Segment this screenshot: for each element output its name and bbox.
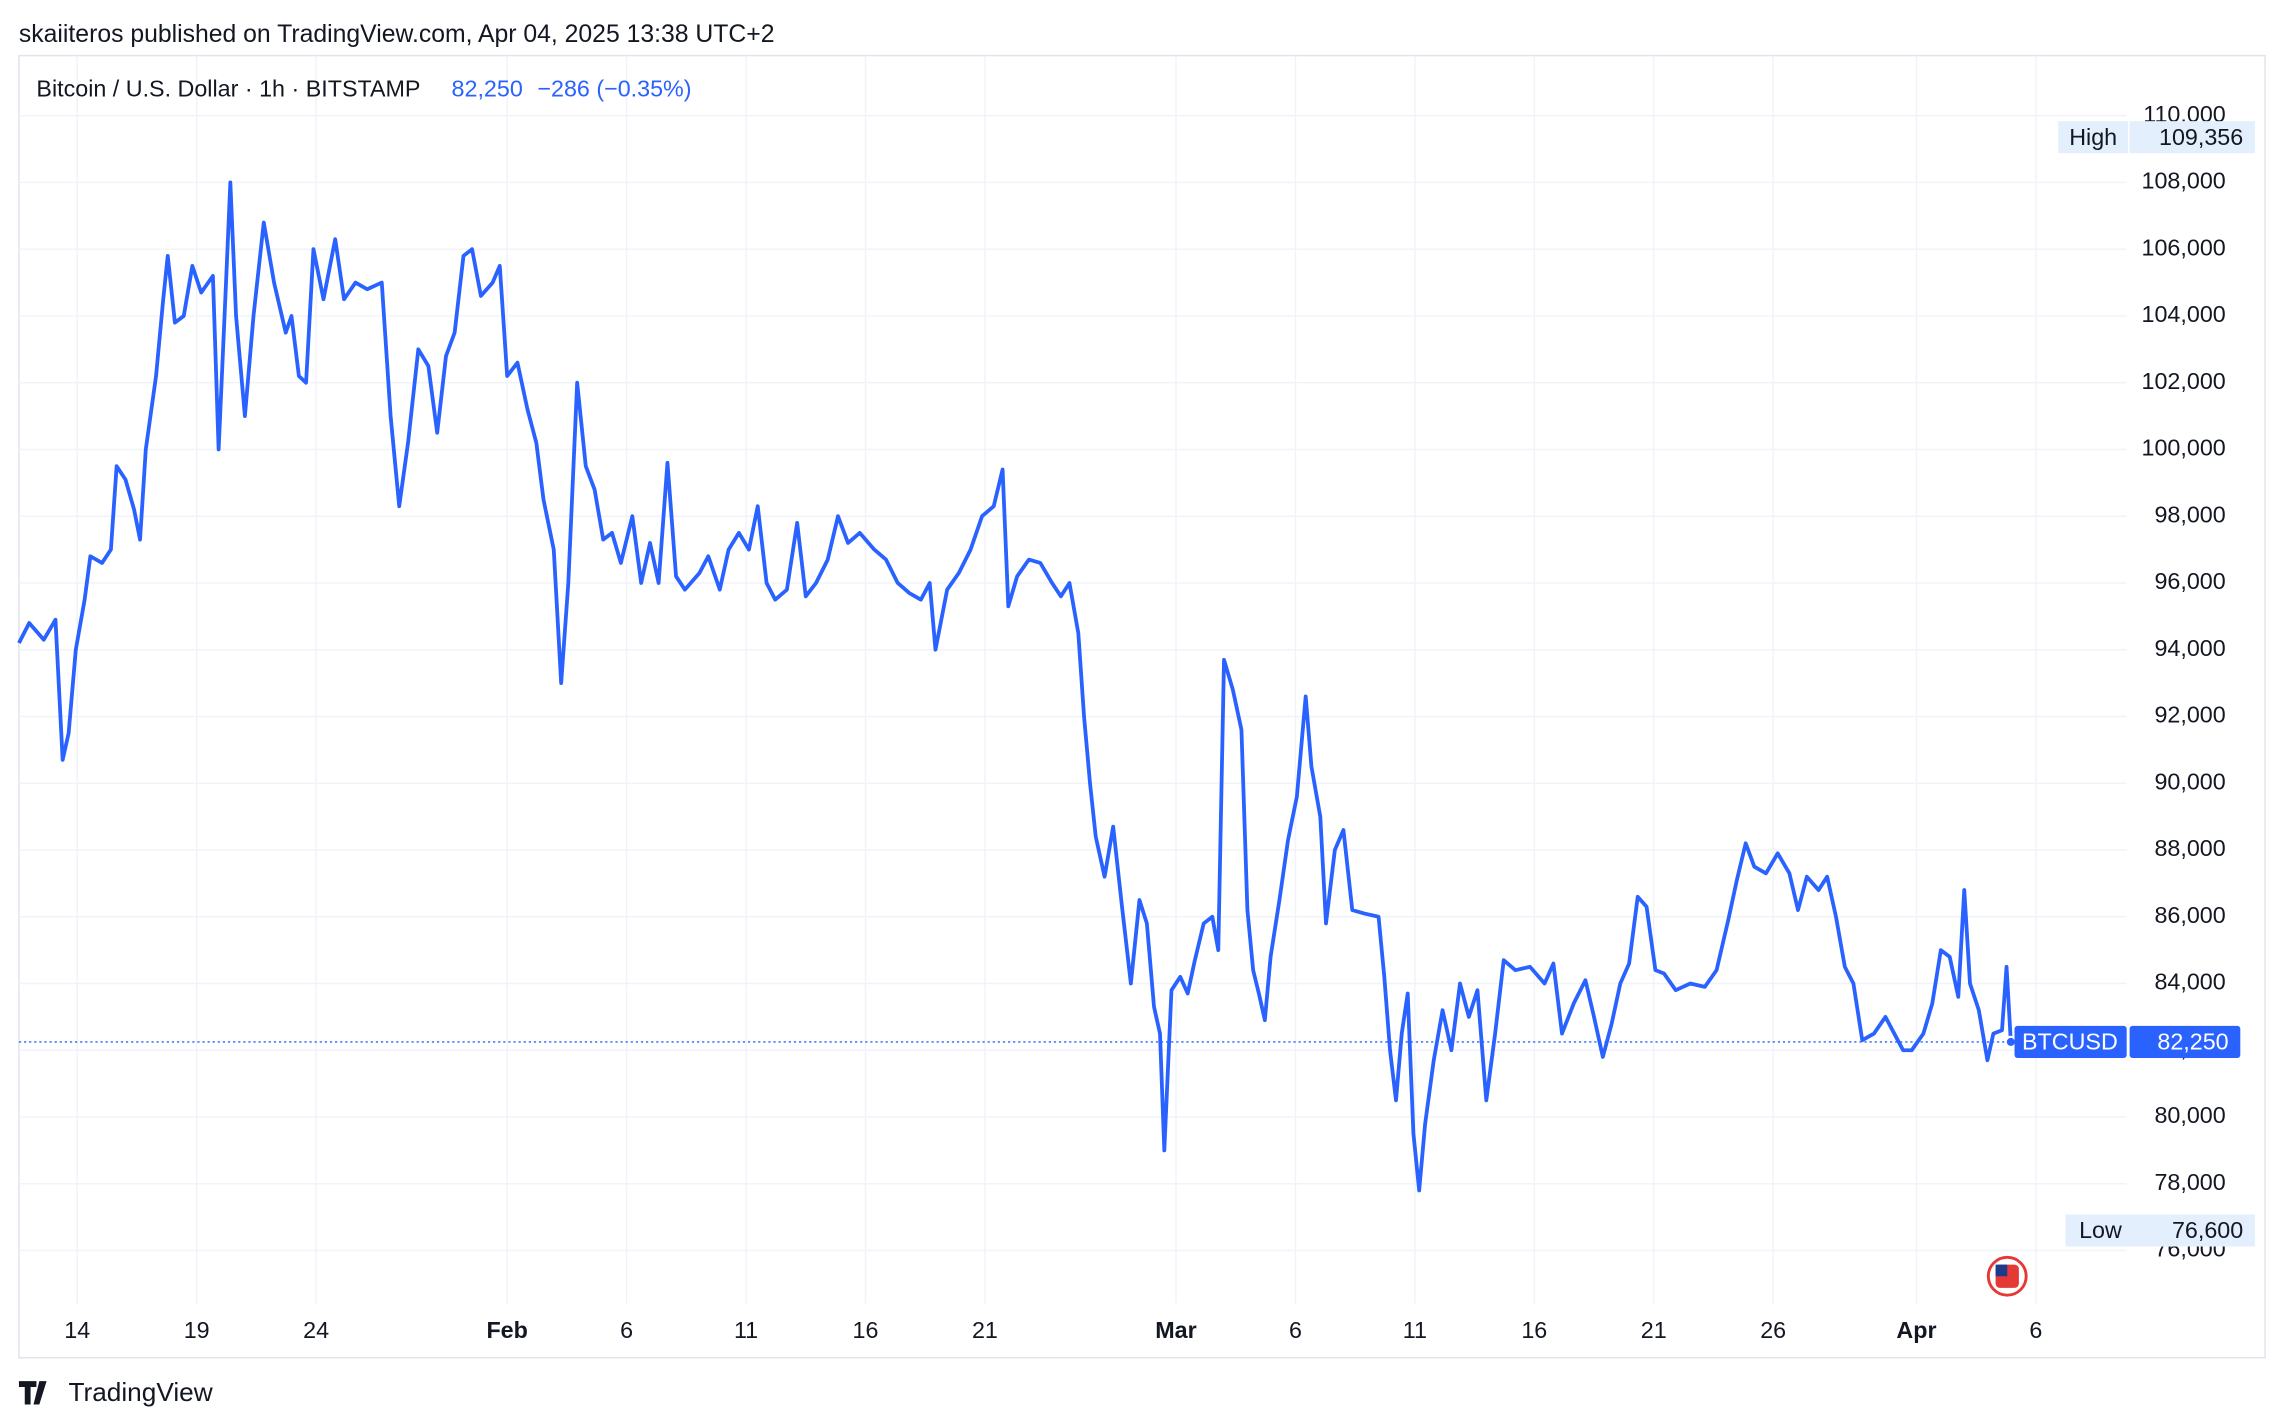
x-tick-label: 16 xyxy=(853,1317,879,1343)
y-tick-label: 92,000 xyxy=(2154,702,2225,728)
chart-title: Bitcoin / U.S. Dollar · 1h · BITSTAMP xyxy=(36,76,420,102)
symbol-tag-text: BTCUSD xyxy=(2022,1029,2118,1055)
x-tick-label: 6 xyxy=(1289,1317,1302,1343)
y-tick-label: 100,000 xyxy=(2142,435,2226,461)
chart-frame xyxy=(18,54,2266,1359)
y-tick-label: 102,000 xyxy=(2142,368,2226,394)
low-tag-label: Low xyxy=(2079,1217,2122,1243)
y-tick-label: 94,000 xyxy=(2154,635,2225,661)
brand: TradingView xyxy=(18,1377,213,1407)
price-tag xyxy=(2129,1025,2241,1058)
y-tick-label: 98,000 xyxy=(2154,501,2225,527)
x-tick-label: 16 xyxy=(1521,1317,1547,1343)
y-tick-label: 78,000 xyxy=(2154,1169,2225,1195)
low-tag xyxy=(2129,1214,2255,1247)
price-line xyxy=(17,180,2013,1193)
flag-icon xyxy=(1986,1255,2028,1297)
x-tick-label: 21 xyxy=(1641,1317,1667,1343)
high-tag-value: 109,356 xyxy=(2159,124,2243,150)
x-tick-label: 11 xyxy=(1403,1317,1427,1343)
high-tag xyxy=(2129,121,2255,154)
plot xyxy=(17,180,2018,1193)
y-tick-label: 104,000 xyxy=(2142,301,2226,327)
x-tick-label: 21 xyxy=(972,1317,998,1343)
price-tag-text: 82,250 xyxy=(2157,1029,2228,1055)
grid xyxy=(18,55,2127,1304)
brand-name: TradingView xyxy=(68,1377,212,1407)
published-line: skaiiteros published on TradingView.com,… xyxy=(19,21,775,48)
high-tag-label: High xyxy=(2069,124,2117,150)
y-tick-label: 90,000 xyxy=(2154,768,2225,794)
x-tick-label: Apr xyxy=(1896,1317,1936,1343)
y-tick-label: 108,000 xyxy=(2142,168,2226,194)
x-tick-label: 11 xyxy=(734,1317,758,1343)
y-tick-label: 86,000 xyxy=(2154,902,2225,928)
x-tick-label: 14 xyxy=(64,1317,90,1343)
x-tick-label: 6 xyxy=(620,1317,633,1343)
y-tick-label: 80,000 xyxy=(2154,1102,2225,1128)
header-change: −286 (−0.35%) xyxy=(537,76,691,102)
high-tag-bg xyxy=(2058,121,2129,154)
y-tick-label: 88,000 xyxy=(2154,835,2225,861)
low-tag-value: 76,600 xyxy=(2172,1217,2243,1243)
header-price: 82,250 xyxy=(452,76,523,102)
x-tick-label: 26 xyxy=(1760,1317,1786,1343)
x-tick-label: Mar xyxy=(1155,1317,1196,1343)
x-tick-label: 24 xyxy=(303,1317,329,1343)
x-tick-label: 19 xyxy=(184,1317,210,1343)
symbol-tag xyxy=(2014,1025,2127,1058)
x-tick-label: 6 xyxy=(2029,1317,2042,1343)
y-tick-label: 106,000 xyxy=(2142,234,2226,260)
y-tick-label: 84,000 xyxy=(2154,969,2225,995)
low-tag-bg xyxy=(2065,1214,2136,1247)
y-tick-label: 96,000 xyxy=(2154,568,2225,594)
x-tick-label: Feb xyxy=(486,1317,527,1343)
